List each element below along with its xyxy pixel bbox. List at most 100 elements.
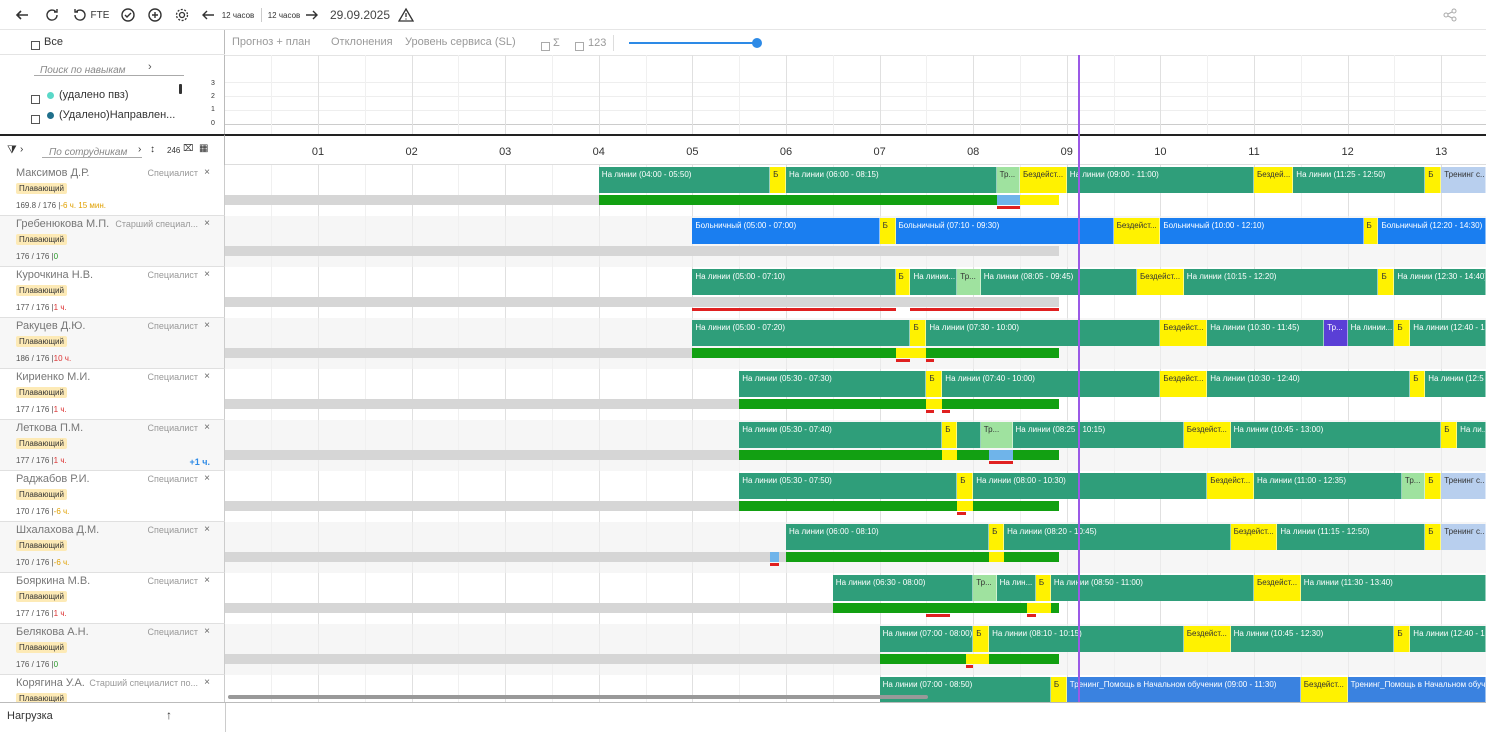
shift-segment[interactable]: На линии (08:50 - 11:00) (1050, 575, 1254, 601)
shift-segment[interactable]: Б (1425, 524, 1442, 550)
shift-segment[interactable]: Б (1394, 626, 1411, 652)
close-icon[interactable]: × (204, 371, 210, 382)
employee-name[interactable]: Кириенко М.И. (16, 371, 91, 383)
shift-segment[interactable] (957, 422, 981, 448)
shift-segment[interactable]: Бездей... (1254, 167, 1294, 193)
employee-row[interactable]: Корягина У.А. Старший специалист по... ×… (0, 675, 225, 702)
chevron-right-icon[interactable]: › (20, 144, 24, 155)
shift-segment[interactable]: Б (910, 320, 927, 346)
shift-segment[interactable]: Б (957, 473, 974, 499)
employee-name[interactable]: Корягина У.А. (16, 677, 85, 689)
shift-segment[interactable]: Больничный (12:20 - 14:30) (1378, 218, 1486, 244)
shift-segment[interactable]: На линии (05:00 - 07:20) (692, 320, 911, 346)
close-icon[interactable]: × (204, 218, 210, 229)
chevron-right-icon[interactable]: › (138, 144, 142, 155)
shift-segment[interactable]: Б (1378, 269, 1395, 295)
shift-segment[interactable]: На линии (11:25 - 12:50) (1293, 167, 1426, 193)
shift-segment[interactable]: На линии (08:25 - 10:15) (1012, 422, 1184, 448)
shift-segment[interactable]: На линии (10:30 - 11:45) (1207, 320, 1325, 346)
shift-segment[interactable]: Тренинг с... (1441, 473, 1486, 499)
shift-segment[interactable]: На линии (10:45 - 13:00) (1230, 422, 1442, 448)
tab-deviations[interactable]: Отклонения (331, 36, 393, 48)
skills-scrollbar[interactable] (179, 84, 182, 94)
shift-segment[interactable]: Б (942, 422, 958, 448)
close-icon[interactable]: × (204, 575, 210, 586)
shift-segment[interactable]: На линии (06:30 - 08:00) (832, 575, 974, 601)
employee-name[interactable]: Ракуцев Д.Ю. (16, 320, 86, 332)
shift-segment[interactable]: На линии (08:20 - 10:45) (1004, 524, 1231, 550)
employee-name[interactable]: Шхалахова Д.М. (16, 524, 100, 536)
employee-search-input[interactable]: По сотрудникам (42, 142, 142, 158)
shift-segment[interactable]: Тр... (957, 269, 981, 295)
shift-segment[interactable]: Бездейст... (1183, 626, 1231, 652)
shift-segment[interactable]: Тренинг с... (1441, 524, 1486, 550)
shift-segment[interactable]: Б (926, 371, 943, 397)
close-icon[interactable]: × (204, 422, 210, 433)
filter-icon[interactable]: ⧩ (7, 144, 17, 156)
shift-segment[interactable]: На линии (12:30 - 14:40) (1394, 269, 1486, 295)
shift-segment[interactable]: На линии (07:30 - 10:00) (926, 320, 1161, 346)
shift-segment[interactable]: Тр... (1401, 473, 1426, 499)
employee-row[interactable]: Белякова А.Н. Специалист × Плавающий 176… (0, 624, 225, 675)
shift-segment[interactable]: Б (879, 218, 896, 244)
shift-segment[interactable]: Бездейст... (1020, 167, 1067, 193)
shift-segment[interactable]: Тр... (1324, 320, 1348, 346)
employee-row[interactable]: Гребенюкова М.П. Старший специал... × Пл… (0, 216, 225, 267)
shift-segment[interactable]: На линии (10:45 - 12:30) (1230, 626, 1395, 652)
employee-row[interactable]: Шхалахова Д.М. Специалист × Плавающий 17… (0, 522, 225, 573)
employee-row[interactable]: Кириенко М.И. Специалист × Плавающий 177… (0, 369, 225, 420)
zoom-slider-handle[interactable] (752, 38, 762, 48)
share-icon[interactable] (1440, 5, 1460, 25)
clear-filter-icon[interactable]: ⌧ (183, 143, 194, 153)
shift-segment[interactable]: На линии (08:00 - 10:30) (973, 473, 1208, 499)
employee-name[interactable]: Бояркина М.В. (16, 575, 91, 587)
employee-name[interactable]: Леткова П.М. (16, 422, 84, 434)
close-icon[interactable]: × (204, 524, 210, 535)
shift-segment[interactable]: Б (895, 269, 911, 295)
arrow-up-icon[interactable]: ↑ (166, 708, 172, 722)
shift-segment[interactable]: На линии (05:00 - 07:10) (692, 269, 896, 295)
employee-row[interactable]: Ракуцев Д.Ю. Специалист × Плавающий 186 … (0, 318, 225, 369)
shift-segment[interactable]: Б (1410, 371, 1426, 397)
shift-segment[interactable]: На линии (10:15 - 12:20) (1183, 269, 1379, 295)
back-arrow-icon[interactable] (12, 5, 32, 25)
sort-icon[interactable]: ↕ (150, 144, 155, 155)
employee-name[interactable]: Белякова А.Н. (16, 626, 89, 638)
shift-segment[interactable]: На линии (05:30 - 07:50) (739, 473, 958, 499)
shift-segment[interactable]: На ли... (1457, 422, 1486, 448)
gear-icon[interactable] (172, 5, 192, 25)
select-all-checkbox[interactable] (31, 37, 40, 55)
shift-segment[interactable]: На линии (09:00 - 11:00) (1066, 167, 1254, 193)
shift-segment[interactable]: Больничный (05:00 - 07:00) (692, 218, 880, 244)
date-picker[interactable]: 29.09.2025 (329, 8, 391, 22)
fte-button[interactable]: FTE (90, 9, 110, 21)
shift-segment[interactable]: Тренинг_Помощь в Начальном обучении (09:… (1066, 677, 1301, 702)
shift-segment[interactable]: На линии (07:40 - 10:00) (942, 371, 1161, 397)
refresh-icon[interactable] (42, 5, 62, 25)
shift-segment[interactable]: Б (989, 524, 1005, 550)
shift-segment[interactable]: На линии (11:00 - 12:35) (1254, 473, 1402, 499)
shift-segment[interactable]: Бездейст... (1160, 371, 1208, 397)
shift-segment[interactable]: Бездейст... (1300, 677, 1348, 702)
shift-segment[interactable]: На линии (11:15 - 12:50) (1277, 524, 1426, 550)
tab-forecast[interactable]: Прогноз + план (232, 36, 311, 48)
employee-name[interactable]: Гребенюкова М.П. (16, 218, 110, 230)
shift-segment[interactable]: Тр... (980, 422, 1013, 448)
check-circle-icon[interactable] (118, 5, 138, 25)
shift-segment[interactable]: На линии (06:00 - 08:10) (786, 524, 990, 550)
close-icon[interactable]: × (204, 677, 210, 688)
skill-checkbox[interactable] (31, 111, 40, 129)
shift-segment[interactable]: На линии (07:00 - 08:50) (879, 677, 1051, 702)
shift-segment[interactable]: Б (1425, 167, 1442, 193)
shift-segment[interactable]: На линии (08:10 - 10:15) (989, 626, 1184, 652)
shift-segment[interactable]: Б (1394, 320, 1411, 346)
shift-segment[interactable]: На линии (10:30 - 12:40) (1207, 371, 1411, 397)
shift-segment[interactable]: На линии (12:5 (1425, 371, 1486, 397)
close-icon[interactable]: × (204, 269, 210, 280)
employee-name[interactable]: Курочкина Н.В. (16, 269, 94, 281)
shift-segment[interactable]: Тр... (996, 167, 1020, 193)
hours-back-button[interactable]: 12 часов (221, 10, 255, 20)
warning-icon[interactable] (396, 5, 416, 25)
shift-segment[interactable]: На линии (12:40 - 1 (1410, 626, 1486, 652)
shift-segment[interactable]: Тренинг_Помощь в Начальном обуче (1347, 677, 1486, 702)
